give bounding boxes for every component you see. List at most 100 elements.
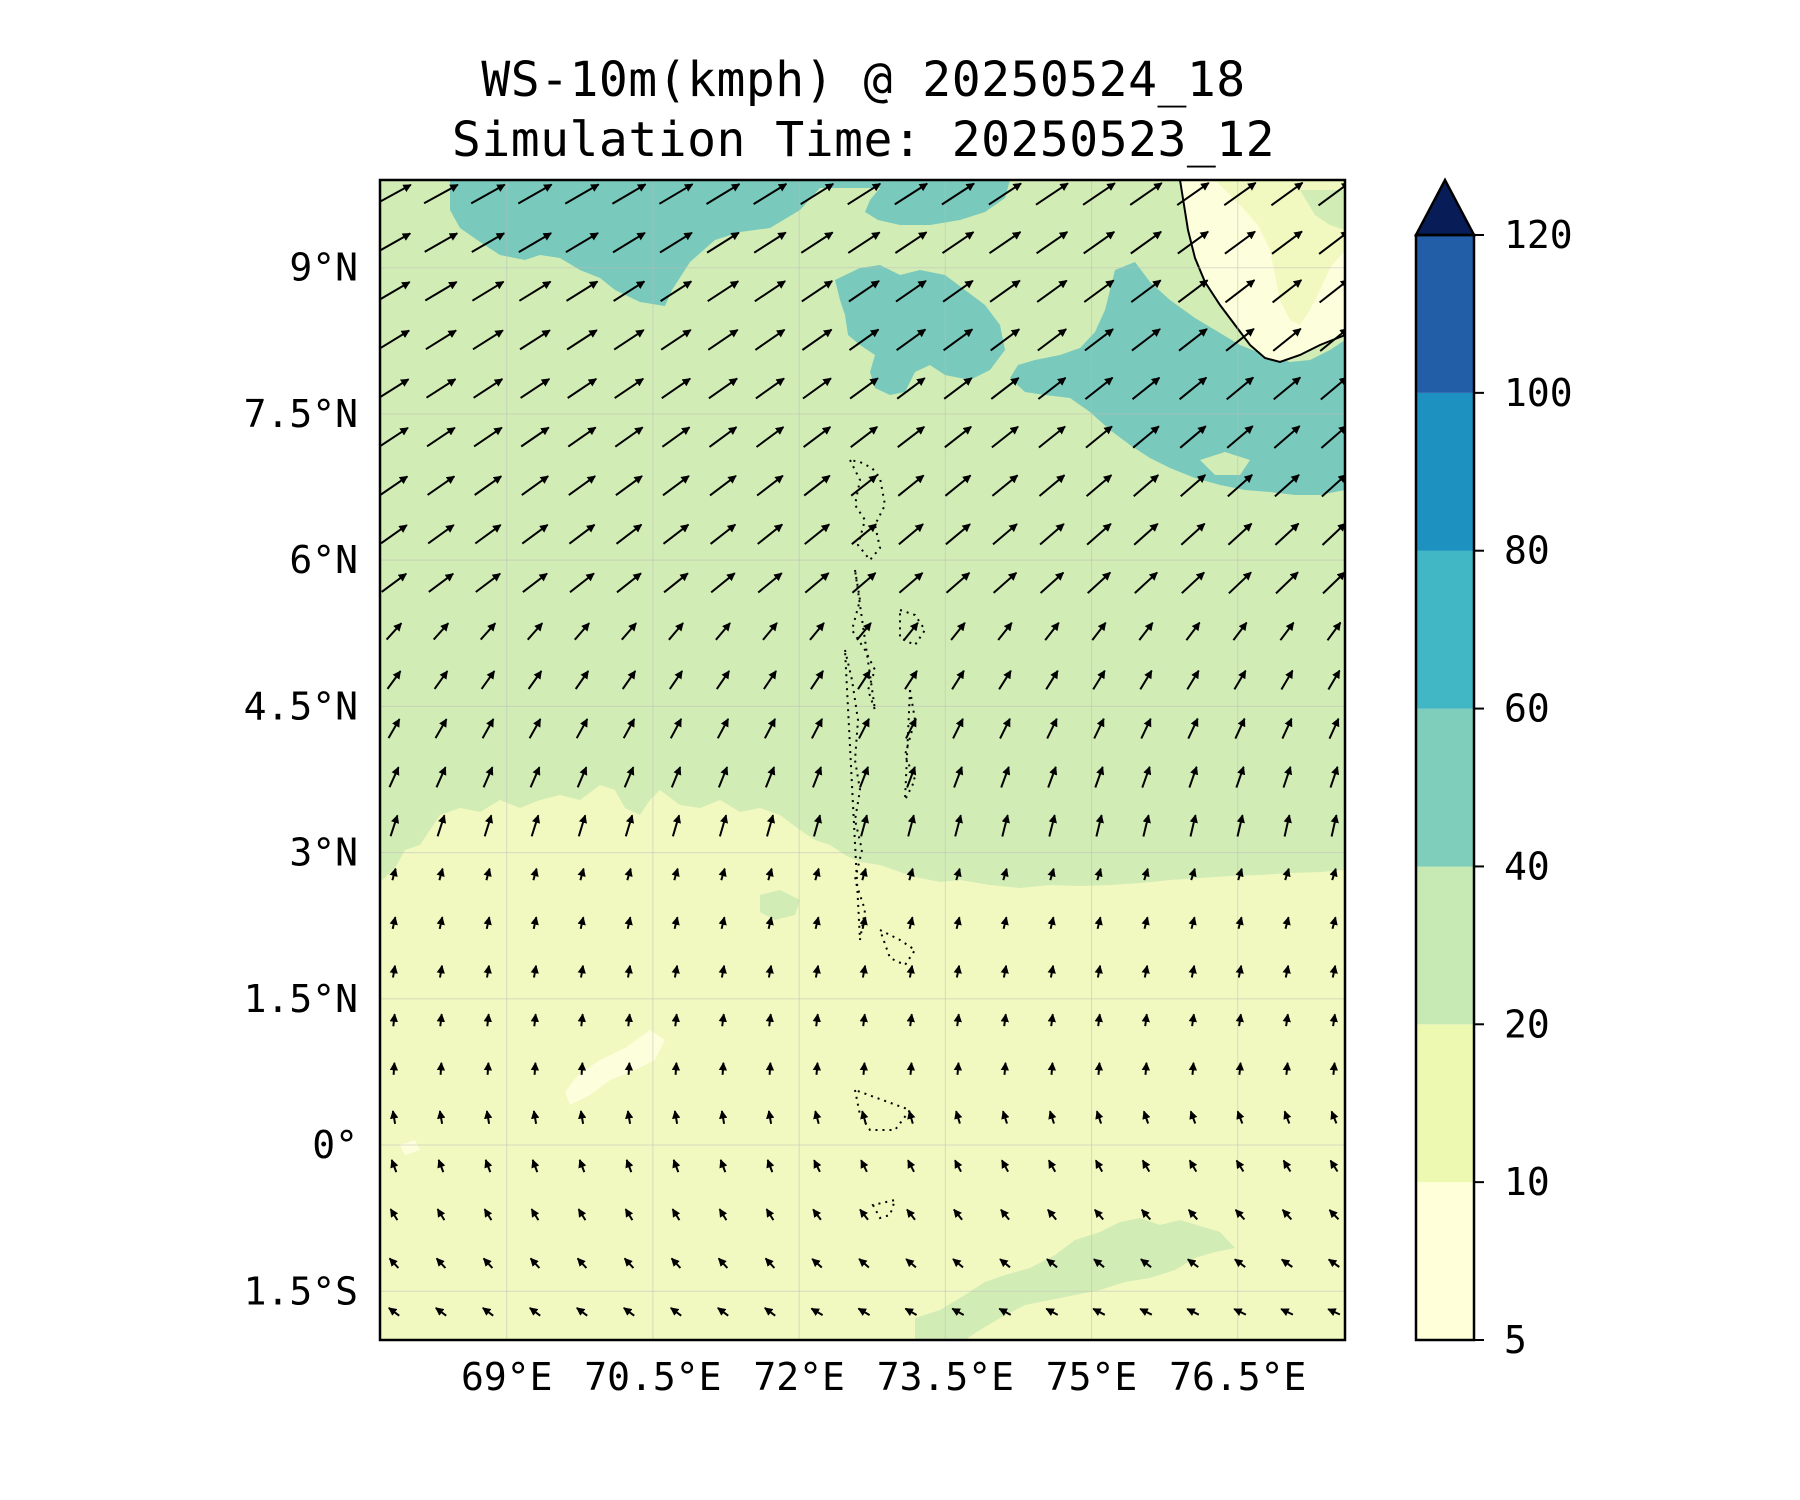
speed-band-40-60-north [450,180,1010,306]
wind-vector-22 [424,232,459,253]
wind-vector-125 [1320,425,1345,449]
wind-vector-121 [1132,425,1160,449]
wind-vector-293 [1330,814,1339,837]
atoll-south-1 [878,927,917,967]
wind-vector-313 [1282,867,1291,881]
wind-vector-323 [765,916,774,930]
wind-vector-481 [1281,1258,1293,1268]
wind-vector-383 [624,1061,634,1075]
wind-vector-429 [813,1159,822,1173]
wind-vector-216 [668,670,684,690]
wind-vector-194 [621,622,637,641]
wind-vector-286 [1001,814,1010,837]
wind-vector-143 [1180,474,1206,498]
wind-vector-425 [625,1159,634,1173]
wind-vector-334 [1282,916,1291,930]
wind-vector-95 [896,377,926,400]
wind-vector-145 [1274,474,1300,498]
colorbar-segment-60-80 [1416,550,1474,709]
atoll-north [848,458,887,562]
wind-vector-26 [612,231,646,254]
lat-tick-label-2: 6°N [289,538,358,582]
wind-vector-443 [483,1208,493,1221]
wind-vector-370 [1000,1013,1009,1027]
wind-vector-236 [622,718,636,739]
wind-vector-409 [860,1110,869,1124]
wind-vector-199 [856,622,872,641]
wind-vector-467 [623,1257,635,1269]
wind-vector-109 [567,426,597,448]
wind-vector-238 [716,718,730,739]
wind-vector-295 [436,867,445,881]
colorbar-label-100: 100 [1504,371,1573,415]
speed-band-20-40-patch [760,890,800,920]
wind-vector-476 [1046,1258,1058,1269]
wind-vector-64 [425,329,457,351]
wind-vector-157 [851,523,877,545]
wind-vector-488 [623,1307,635,1317]
wind-vector-11 [894,182,928,206]
lon-tick-label-1: 70.5°E [584,1355,721,1399]
wind-vector-340 [577,964,586,978]
wind-vector-461 [1328,1209,1340,1220]
wind-vector-122 [1179,425,1207,449]
wind-vector-289 [1142,814,1151,837]
wind-vector-70 [707,328,739,351]
lat-tick-label-3: 4.5°N [244,684,358,728]
wind-vector-310 [1141,867,1150,881]
wind-vector-346 [859,964,868,978]
wind-vector-230 [1327,669,1341,691]
wind-vector-311 [1188,867,1197,881]
wind-vector-45 [518,280,552,302]
wind-vector-318 [530,916,539,930]
wind-vector-386 [765,1061,775,1075]
wind-vector-363 [671,1013,680,1027]
wind-vector-263 [906,766,917,788]
wind-vector-153 [662,523,690,545]
wind-vector-14 [1035,182,1069,206]
wind-vector-212 [480,670,496,690]
wind-vector-251 [1328,717,1340,740]
wind-vector-345 [812,964,821,978]
wind-vector-192 [526,622,544,641]
wind-vector-431 [907,1159,916,1173]
wind-vector-480 [1234,1258,1246,1268]
lat-axis: 9°N 7.5°N 6°N 4.5°N 3°N 1.5°N 0° 1.5°S [244,246,358,1314]
wind-vector-436 [1141,1159,1151,1173]
land-interior-band-inner [1300,190,1345,230]
wind-vector-133 [709,475,737,497]
wind-vector-67 [566,329,598,351]
wind-vector-477 [1093,1258,1105,1268]
wind-vector-108 [520,426,550,448]
wind-vector-475 [999,1258,1011,1269]
wind-vector-405 [672,1110,681,1124]
wind-vector-267 [1094,766,1105,788]
wind-vector-338 [483,964,492,978]
wind-vector-391 [1000,1061,1010,1075]
wind-vector-503 [1327,1308,1341,1317]
wind-vector-325 [859,916,868,930]
wind-vector-81 [1225,328,1255,352]
wind-vector-427 [719,1159,728,1173]
wind-vector-317 [483,916,492,930]
wind-vector-4 [564,183,600,205]
wind-vector-43 [424,281,458,302]
wind-vector-205 [1138,622,1154,641]
wind-vector-413 [1048,1110,1057,1124]
coastline-india [1179,180,1345,364]
wind-vector-186 [1228,571,1252,595]
wind-vector-60 [1224,279,1256,304]
wind-vector-24 [518,232,552,253]
wind-vector-35 [1036,231,1069,255]
lon-tick-label-4: 75°E [1046,1355,1138,1399]
wind-vector-147 [380,524,408,545]
wind-vector-454 [1000,1208,1010,1221]
wind-vector-97 [990,377,1020,400]
wind-vector-349 [1000,964,1009,978]
wind-vector-196 [715,622,731,641]
wind-vector-120 [1085,425,1113,449]
wind-vector-187 [1275,571,1299,595]
wind-vector-243 [952,718,964,739]
wind-vector-379 [436,1061,446,1075]
